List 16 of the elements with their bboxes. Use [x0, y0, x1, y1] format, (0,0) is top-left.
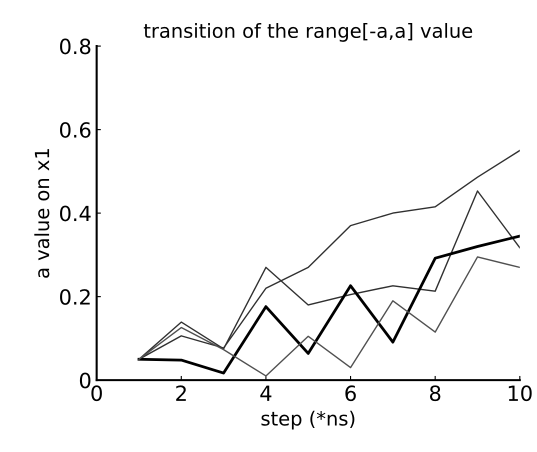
line-series [138, 234, 520, 374]
y-tick-label: 0 [80, 372, 90, 388]
x-tick-label: 2 [176, 385, 186, 401]
x-tick-label: 8 [430, 385, 440, 402]
x-tick-label: 6 [345, 385, 356, 402]
x-tick-label: 4 [260, 386, 272, 401]
y-tick-label: 0.2 [60, 289, 90, 305]
line-series [138, 256, 520, 377]
x-tick-label: 0 [91, 385, 102, 402]
x-axis-title: step (*ns) [262, 410, 354, 430]
chart-title: transition of the range[-a,a] value [144, 22, 472, 42]
y-axis-title: a value on x1 [34, 149, 50, 278]
y-tick-label: 0.8 [60, 38, 90, 54]
x-tick-label: 10 [508, 385, 532, 402]
y-tick-label: 0.4 [60, 206, 91, 222]
y-tick-label: 0.6 [60, 122, 90, 138]
